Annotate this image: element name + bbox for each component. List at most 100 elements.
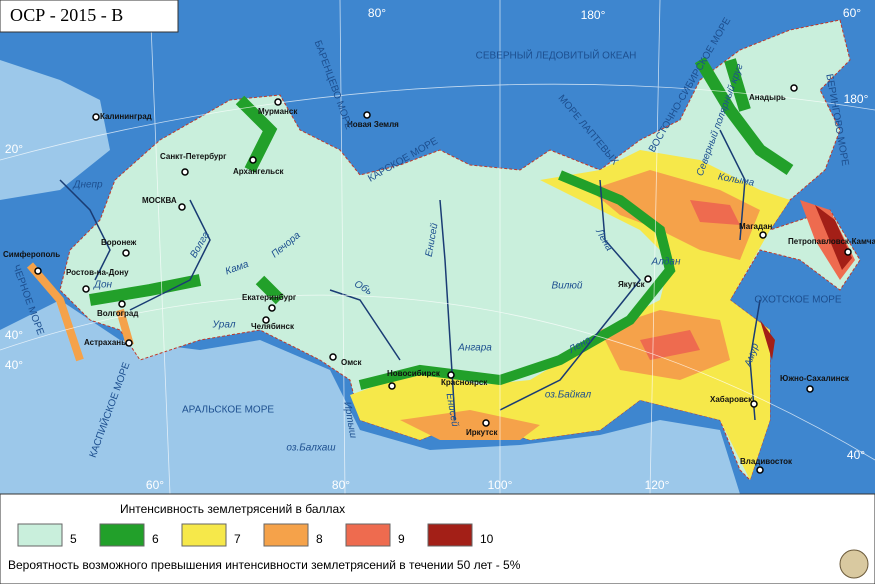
river bbox=[439, 199, 456, 421]
legend-swatch bbox=[17, 523, 63, 547]
graticule-label: 20° bbox=[5, 142, 23, 156]
legend-label: 10 bbox=[480, 532, 494, 546]
graticule-label: 40° bbox=[5, 328, 23, 342]
city-label: Анадырь bbox=[749, 93, 786, 102]
river bbox=[59, 179, 111, 281]
graticule-label: 100° bbox=[488, 478, 513, 492]
city-dot bbox=[806, 385, 814, 393]
zone-8 bbox=[26, 262, 134, 362]
graticule-label: 80° bbox=[332, 478, 350, 492]
city-dot bbox=[274, 98, 282, 106]
city-dot bbox=[388, 382, 396, 390]
zone-10 bbox=[760, 205, 852, 360]
river bbox=[329, 289, 401, 361]
zone-6 bbox=[89, 56, 794, 306]
graticule-label: 40° bbox=[5, 358, 23, 372]
city-dot bbox=[118, 300, 126, 308]
city-dot bbox=[790, 84, 798, 92]
rivers bbox=[59, 129, 761, 421]
water-label: Ангара bbox=[457, 343, 492, 354]
city-dot bbox=[249, 156, 257, 164]
city-dot bbox=[178, 203, 186, 211]
sea-label: ОХОТСКОЕ МОРЕ bbox=[754, 295, 841, 306]
city-label: Якутск bbox=[618, 280, 646, 289]
city-dot bbox=[759, 231, 767, 239]
legend-swatch bbox=[99, 523, 145, 547]
city-label: Волгоград bbox=[97, 309, 138, 318]
foreign-land bbox=[0, 300, 740, 494]
legend-label: 6 bbox=[152, 532, 159, 546]
river bbox=[129, 199, 211, 311]
legend-label: 9 bbox=[398, 532, 405, 546]
zone-8 bbox=[400, 170, 760, 440]
city-label: Новосибирск bbox=[387, 369, 441, 378]
city-label: Магадан bbox=[739, 222, 773, 231]
legend-label: 8 bbox=[316, 532, 323, 546]
graticule-label: 60° bbox=[146, 478, 164, 492]
water-label: Дон bbox=[93, 280, 113, 291]
title-box bbox=[0, 0, 179, 33]
city-dot bbox=[92, 113, 100, 121]
legend-swatch bbox=[427, 523, 473, 547]
sea-label: СЕВЕРНЫЙ ЛЕДОВИТЫЙ ОКЕАН bbox=[476, 49, 637, 62]
legend-swatch bbox=[181, 523, 227, 547]
meridians bbox=[149, 0, 661, 495]
footnote: Вероятность возможного превышения интенс… bbox=[8, 558, 521, 572]
city-dot bbox=[447, 371, 455, 379]
city-dot bbox=[644, 275, 652, 283]
legend-title: Интенсивность землетрясений в баллах bbox=[120, 502, 345, 516]
city-label: Хабаровск bbox=[710, 395, 753, 404]
legend-label: 7 bbox=[234, 532, 241, 546]
city-label: Астрахань bbox=[84, 338, 126, 347]
water-label: Вилюй bbox=[552, 281, 583, 292]
city-label: Архангельск bbox=[233, 167, 285, 176]
city-dot bbox=[181, 168, 189, 176]
graticule bbox=[0, 0, 875, 495]
city-dot bbox=[482, 419, 490, 427]
city-dot bbox=[82, 285, 90, 293]
city-label: Екатеринбург bbox=[242, 293, 297, 302]
graticule-label: 40° bbox=[847, 448, 865, 462]
logo bbox=[839, 549, 869, 579]
zone-6 bbox=[358, 170, 676, 390]
city-label: Омск bbox=[341, 358, 362, 367]
city-label: Мурманск bbox=[258, 107, 298, 116]
legend-swatch bbox=[345, 523, 391, 547]
city-dot bbox=[125, 339, 133, 347]
water-label: Алдан bbox=[651, 257, 681, 268]
city-dot bbox=[844, 248, 852, 256]
legend-label: 5 bbox=[70, 532, 77, 546]
river bbox=[719, 129, 761, 421]
graticule-label: 120° bbox=[645, 478, 670, 492]
graticule-label: 80° bbox=[368, 6, 386, 20]
water-label: Днепр bbox=[72, 180, 103, 191]
city-dot bbox=[122, 249, 130, 257]
river bbox=[499, 179, 641, 411]
city-label: Воронеж bbox=[101, 238, 137, 247]
city-label: Владивосток bbox=[740, 457, 793, 466]
city-dot bbox=[363, 111, 371, 119]
city-label: Калининград bbox=[100, 112, 152, 121]
city-label: МОСКВА bbox=[142, 196, 177, 205]
city-dot bbox=[268, 304, 276, 312]
city-label: Красноярск bbox=[441, 378, 488, 387]
city-label: Петропавловск-Камчатский bbox=[788, 237, 875, 246]
city-dot bbox=[750, 400, 758, 408]
graticule-label: 180° bbox=[844, 92, 869, 106]
sea-label: АРАЛЬСКОЕ МОРЕ bbox=[182, 405, 274, 416]
city-label: Ростов-на-Дону bbox=[66, 268, 129, 277]
city-label: Южно-Сахалинск bbox=[780, 374, 850, 383]
parallels bbox=[0, 83, 875, 461]
foreign-land bbox=[0, 60, 110, 200]
graticule-label: 180° bbox=[581, 8, 606, 22]
water-label: оз.Байкал bbox=[545, 390, 592, 401]
water-label: Урал bbox=[212, 320, 236, 331]
graticule-label: 60° bbox=[843, 6, 861, 20]
city-dot bbox=[329, 353, 337, 361]
water-label: оз.Балхаш bbox=[286, 443, 336, 454]
city-label: Санкт-Петербург bbox=[160, 152, 227, 161]
city-label: Иркутск bbox=[466, 428, 498, 437]
city-dot bbox=[756, 466, 764, 474]
city-label: Новая Земля bbox=[347, 120, 399, 129]
